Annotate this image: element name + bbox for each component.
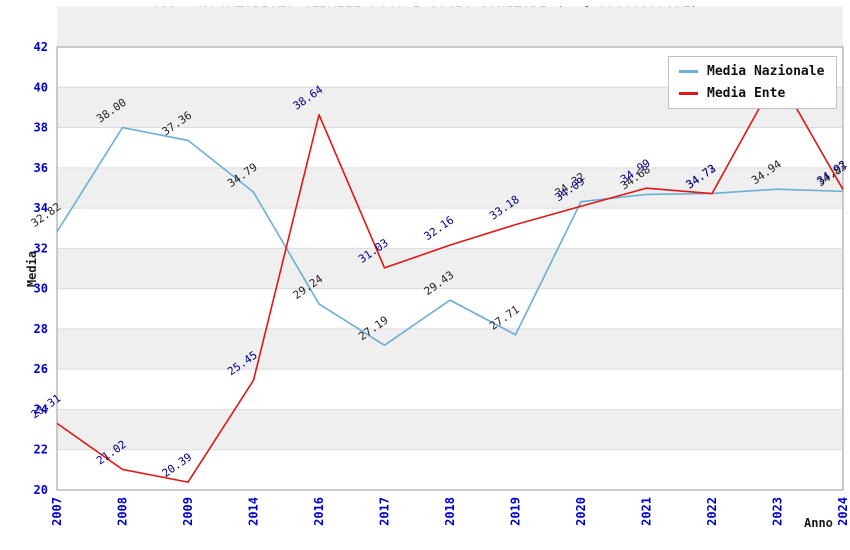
x-tick-label: 2019	[509, 497, 523, 526]
x-tick-label: 2007	[50, 497, 64, 526]
plot-band	[57, 6, 843, 48]
y-tick-label: 24	[34, 402, 48, 416]
plot-band	[57, 248, 843, 289]
point-label: 32.16	[422, 213, 457, 243]
x-axis-title: Anno	[804, 516, 833, 530]
x-tick-label: 2020	[574, 497, 588, 526]
plot-band	[57, 328, 843, 370]
y-tick-label: 40	[34, 80, 48, 94]
y-tick-label: 22	[34, 443, 48, 457]
y-tick-label: 38	[34, 121, 48, 135]
y-tick-label: 34	[34, 201, 48, 215]
y-tick-label: 32	[34, 241, 48, 255]
y-tick-label: 36	[34, 161, 48, 175]
plot-border	[56, 46, 844, 491]
point-label: 20.39	[160, 450, 195, 480]
x-tick-label: 2023	[771, 497, 785, 526]
legend-line-swatch-nazionale	[679, 70, 698, 73]
y-tick-label: 30	[34, 282, 48, 296]
x-tick-label: 2018	[443, 497, 457, 526]
y-tick-label: 26	[34, 362, 48, 376]
series-line-media-nazionale	[56, 126, 844, 347]
x-tick-label: 2009	[181, 497, 195, 526]
y-axis-title: Media	[25, 250, 39, 288]
legend-item-media-ente: Media Ente	[679, 86, 824, 101]
x-tick-label: 2017	[378, 497, 392, 526]
x-tick-label: 2008	[116, 497, 130, 526]
legend-item-media-nazionale: Media Nazionale	[679, 64, 824, 79]
legend: Media Nazionale Media Ente	[668, 56, 838, 109]
legend-label: Media Nazionale	[707, 64, 825, 79]
legend-line-swatch-ente	[679, 92, 698, 95]
y-tick-label: 28	[34, 322, 48, 336]
plot-band	[57, 167, 843, 209]
x-tick-label: 2024	[836, 497, 850, 526]
series-line-media-ente	[56, 74, 844, 483]
plot-band	[57, 409, 843, 450]
x-tick-label: 2021	[640, 497, 654, 526]
y-tick-label: 42	[34, 40, 48, 54]
x-tick-label: 2022	[705, 497, 719, 526]
y-tick-label: 20	[34, 483, 48, 497]
legend-label: Media Ente	[707, 86, 786, 101]
x-tick-label: 2014	[247, 497, 261, 526]
x-tick-label: 2016	[312, 497, 326, 526]
